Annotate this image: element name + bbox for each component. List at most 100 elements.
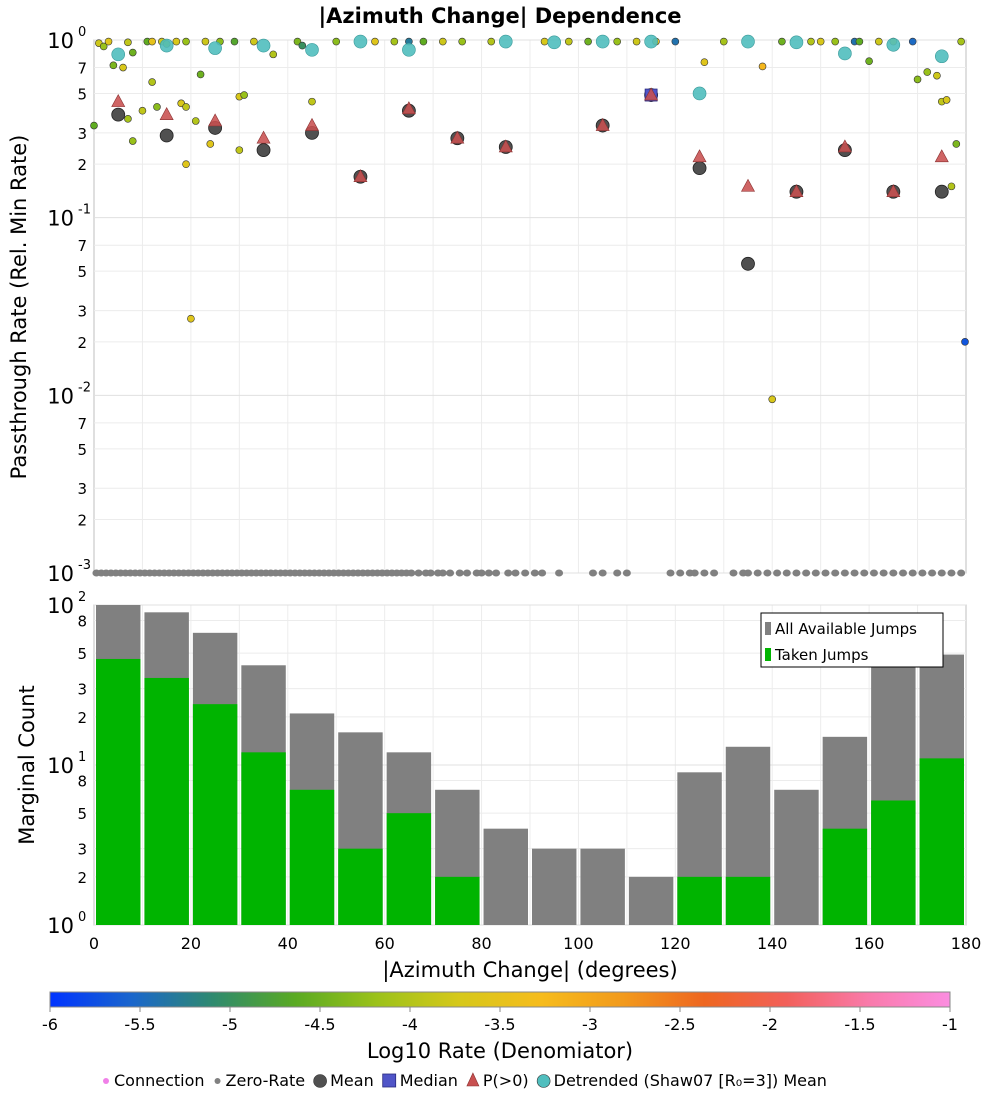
- colorbar-tick-label: -4.5: [304, 1015, 335, 1034]
- x-tick-label: 0: [89, 934, 99, 953]
- detrended-mean-point: [111, 47, 126, 62]
- zero-rate-point: [538, 569, 547, 577]
- connection-point: [487, 37, 496, 46]
- bottom-y-minor-tick-label: 2: [77, 869, 87, 887]
- p-gt-zero-points: [111, 87, 949, 198]
- p-gt-zero-point: [111, 93, 126, 107]
- x-tick-label: 180: [951, 934, 982, 953]
- legend-label-taken: Taken Jumps: [774, 646, 869, 664]
- zero-rate-point: [763, 569, 772, 577]
- x-tick-label: 160: [854, 934, 885, 953]
- connection-point: [584, 37, 592, 46]
- bar-taken: [338, 848, 383, 925]
- zero-rate-point: [598, 569, 607, 577]
- top-y-minor-tick-label: 5: [77, 85, 87, 103]
- zero-rate-point: [690, 569, 699, 577]
- bottom-y-minor-tick-label: 5: [77, 805, 87, 823]
- x-tick-label: 120: [660, 934, 691, 953]
- bottom-y-decade-exponent: 1: [78, 750, 86, 765]
- connection-point: [90, 121, 98, 130]
- bottom-legend: Connection Zero-Rate Mean Median P(>0) Detren…: [103, 1071, 827, 1090]
- connection-point: [768, 395, 777, 404]
- top-y-minor-tick-label: 3: [77, 125, 87, 143]
- legend-marker-dot: [214, 1078, 221, 1084]
- connection-point: [923, 68, 932, 76]
- connection-point: [104, 37, 113, 46]
- colorbar-tick-label: -1.5: [844, 1015, 875, 1034]
- connection-point: [308, 97, 316, 106]
- bottom-y-decade-base: 10: [47, 914, 74, 938]
- zero-rate-point: [477, 569, 486, 577]
- connection-point: [700, 58, 709, 66]
- bottom-y-minor-tick-label: 8: [77, 773, 87, 791]
- x-tick-label: 60: [374, 934, 394, 953]
- connection-point: [758, 62, 767, 71]
- zero-rate-point: [504, 569, 513, 577]
- top-y-minor-tick-label: 2: [77, 512, 87, 530]
- top-y-minor-tick-label: 3: [77, 303, 87, 321]
- histogram-legend: All Available Jumps Taken Jumps: [760, 612, 944, 668]
- bar-taken: [192, 704, 238, 925]
- colorbar-tick-label: -5.5: [124, 1015, 155, 1034]
- connection-points: [90, 37, 969, 404]
- bottom-y-decade-exponent: 0: [78, 910, 86, 925]
- zero-rate-point: [957, 569, 966, 577]
- legend-label-all-available: All Available Jumps: [775, 620, 917, 638]
- p-gt-zero-point: [837, 139, 852, 153]
- zero-rate-point: [426, 569, 435, 577]
- p-gt-zero-point: [789, 184, 804, 198]
- connection-point: [182, 103, 190, 111]
- bar-taken: [289, 789, 335, 925]
- zero-rate-point: [666, 569, 675, 577]
- legend-marker-circle: [536, 1074, 551, 1088]
- connection-point: [961, 338, 969, 346]
- connection-point: [933, 71, 941, 80]
- top-y-decade-exponent: -3: [78, 558, 91, 573]
- zero-rate-point: [899, 569, 908, 577]
- mean-point: [159, 128, 174, 143]
- top-y-minor-tick-label: 7: [77, 60, 87, 78]
- bar-all-available: [580, 848, 625, 925]
- bottom-plot-grid: [94, 604, 966, 926]
- legend-marker-circle: [313, 1074, 327, 1088]
- p-gt-zero-point: [934, 149, 949, 163]
- zero-rate-point: [710, 569, 719, 577]
- bar-taken: [871, 800, 916, 925]
- connection-point: [564, 37, 573, 46]
- bar-taken: [386, 813, 432, 925]
- p-gt-zero-point: [159, 107, 174, 120]
- bar-taken: [435, 876, 480, 925]
- colorbar-tick-label: -1: [942, 1015, 958, 1034]
- zero-rate-point: [792, 569, 801, 577]
- detrended-mean-point: [353, 34, 368, 49]
- connection-point: [613, 37, 622, 46]
- zero-rate-point: [918, 569, 927, 577]
- zero-rate-point: [744, 569, 752, 577]
- p-gt-zero-point: [450, 130, 465, 144]
- detrended-mean-point: [692, 86, 707, 101]
- p-gt-zero-point: [692, 149, 707, 163]
- top-y-minor-tick-label: 2: [77, 156, 87, 174]
- connection-point: [908, 37, 917, 46]
- connection-point: [201, 37, 210, 46]
- zero-rate-point: [889, 569, 898, 577]
- zero-rate-point: [407, 569, 416, 577]
- zero-rate-point: [928, 569, 937, 577]
- top-y-decade-base: 10: [47, 207, 74, 231]
- connection-point: [119, 63, 127, 72]
- connection-point: [816, 37, 825, 46]
- top-y-minor-tick-label: 5: [77, 441, 87, 459]
- connection-point: [952, 140, 961, 148]
- connection-point: [540, 37, 549, 46]
- connection-point: [719, 37, 728, 46]
- bar-taken: [96, 658, 141, 925]
- connection-point: [865, 57, 873, 65]
- bottom-y-minor-tick-label: 2: [77, 709, 87, 727]
- top-plot-y-label: Passthrough Rate (Rel. Min Rate): [7, 135, 31, 480]
- bar-all-available: [628, 876, 674, 925]
- zero-rate-point: [414, 569, 423, 577]
- mean-point: [111, 107, 126, 122]
- zero-rate-point: [492, 569, 501, 577]
